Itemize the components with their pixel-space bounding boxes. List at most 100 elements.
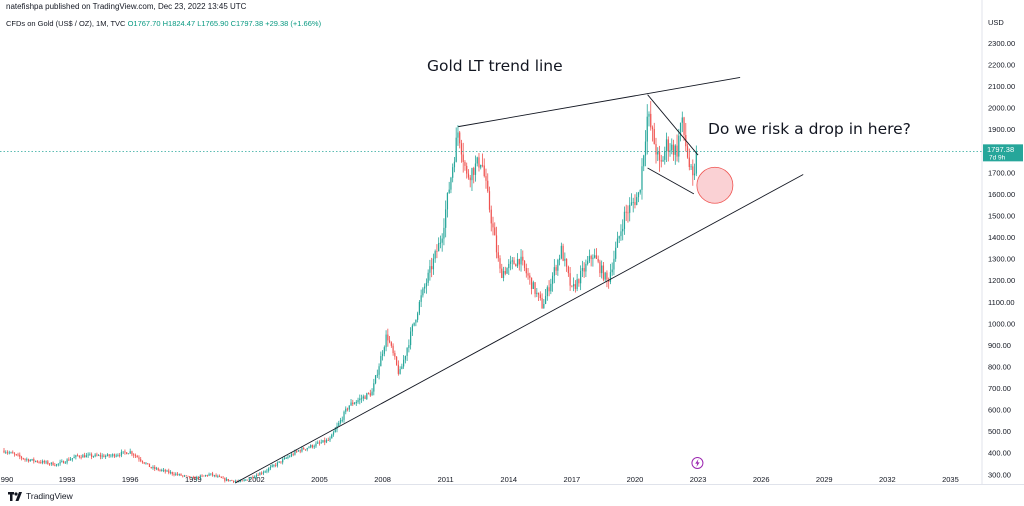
candle-body — [558, 258, 561, 260]
candle-body — [92, 456, 95, 458]
axis-currency-label: USD — [988, 18, 1004, 27]
candle-body — [110, 455, 112, 457]
candle-body — [611, 269, 613, 273]
candle-body — [392, 345, 394, 354]
candle-body — [443, 227, 445, 239]
candle-body — [133, 454, 135, 456]
candle-body — [317, 442, 319, 444]
tradingview-brand[interactable]: TradingView — [8, 491, 73, 501]
candle-body — [59, 461, 61, 464]
candle-body — [625, 211, 627, 213]
candle-body — [543, 303, 545, 309]
candle-body — [546, 287, 548, 297]
candle-body — [466, 165, 468, 174]
candle-body — [457, 132, 459, 138]
candle-body — [597, 258, 599, 262]
candle-body — [373, 383, 375, 392]
candle-body — [609, 272, 612, 282]
candle-body — [89, 454, 91, 456]
candle-body — [329, 438, 331, 441]
candle-body — [171, 472, 173, 475]
candle-body — [480, 164, 482, 168]
candle-body — [452, 167, 454, 178]
candle-body — [124, 451, 126, 453]
candle-body — [201, 475, 203, 477]
candle-body — [383, 347, 385, 354]
candle-body — [168, 470, 170, 473]
candle-body — [27, 459, 30, 462]
candle-body — [539, 294, 541, 299]
candle-body — [415, 319, 417, 323]
candle-body — [24, 459, 26, 460]
candle-body — [418, 301, 421, 314]
candle-body — [257, 475, 259, 476]
candle-body — [485, 176, 487, 181]
candle-body — [588, 255, 591, 262]
candle-body — [185, 475, 187, 477]
candle-body — [359, 398, 361, 401]
candle-body — [22, 458, 24, 460]
candle-body — [499, 258, 501, 269]
candle-body — [47, 461, 49, 464]
candle-body — [299, 450, 301, 452]
annotation-title-text: Gold LT trend line — [427, 57, 563, 75]
candle-body — [518, 259, 520, 265]
candle-body — [113, 454, 116, 457]
candle-body — [469, 177, 471, 181]
candle-body — [176, 473, 179, 475]
candle-body — [33, 459, 35, 462]
candle-body — [431, 266, 433, 270]
candle-body — [653, 129, 655, 145]
candle-body — [353, 403, 356, 405]
candle-body — [453, 161, 456, 168]
candle-body — [434, 251, 436, 259]
candle-body — [408, 345, 410, 348]
candle-body — [476, 157, 478, 164]
candle-body — [271, 465, 273, 467]
candle-body — [222, 477, 224, 479]
candle-body — [450, 177, 452, 190]
candle-body — [255, 475, 258, 477]
candle-body — [695, 151, 697, 174]
candle-body — [455, 137, 457, 162]
candle-body — [143, 462, 145, 464]
candle-body — [523, 260, 526, 269]
y-tick-label: 600.00 — [988, 406, 1011, 415]
y-tick-label: 1000.00 — [988, 319, 1015, 328]
y-tick-label: 1900.00 — [988, 125, 1015, 134]
candle-body — [57, 463, 59, 465]
candle-body — [164, 469, 166, 472]
x-tick-label: 2023 — [690, 475, 707, 484]
candle-body — [241, 480, 243, 482]
candle-body — [327, 440, 329, 441]
x-tick-label: 2008 — [374, 475, 391, 484]
candle-body — [462, 154, 464, 162]
candle-body — [436, 251, 438, 252]
candle-body — [192, 477, 194, 478]
candle-body — [506, 268, 508, 274]
candle-body — [388, 340, 391, 343]
candle-body — [13, 453, 16, 455]
candle-body — [385, 334, 387, 348]
brand-text: TradingView — [26, 491, 73, 501]
candle-body — [495, 235, 498, 253]
candle-body — [189, 476, 191, 478]
candle-body — [362, 396, 364, 399]
ohlc-values: O1767.70 H1824.47 L1765.90 C1797.38 +29.… — [127, 19, 322, 28]
candle-body — [606, 272, 608, 280]
candle-body — [220, 476, 222, 478]
candle-body — [665, 139, 668, 151]
candle-body — [68, 459, 70, 461]
candle-body — [410, 331, 412, 346]
candle-body — [150, 467, 152, 469]
candle-body — [334, 429, 336, 433]
candle-body — [262, 472, 265, 474]
candle-body — [136, 455, 138, 458]
last-price-label: 1797.38 — [987, 145, 1014, 154]
candle-body — [488, 191, 491, 210]
candle-body — [387, 334, 389, 341]
candle-body — [651, 127, 654, 130]
candle-body — [203, 475, 205, 477]
x-tick-label: 2029 — [816, 475, 833, 484]
